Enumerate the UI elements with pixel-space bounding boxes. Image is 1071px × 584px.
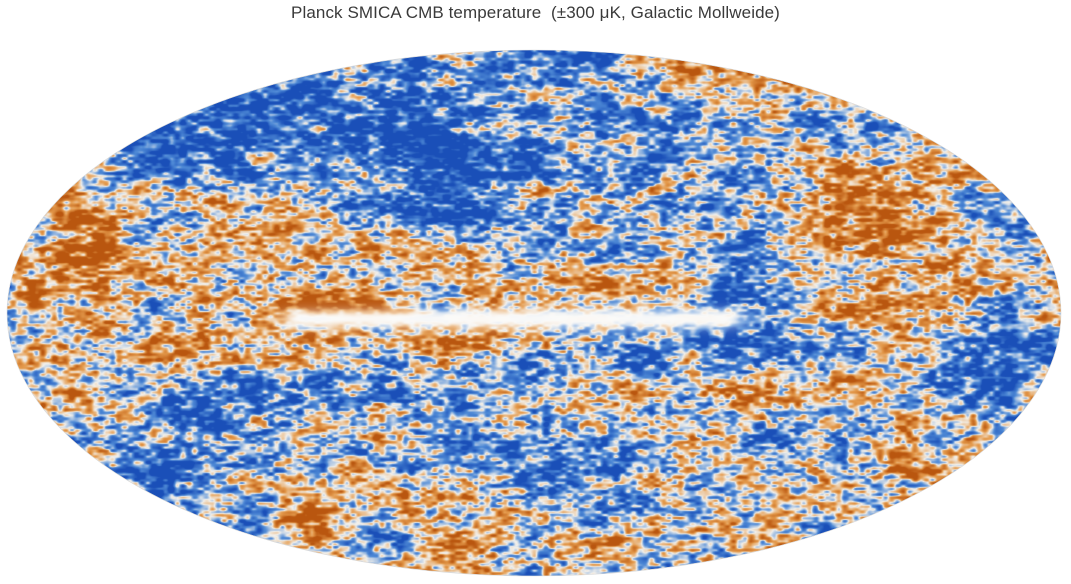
temperature-field bbox=[7, 50, 1061, 576]
map-boundary bbox=[6, 49, 1062, 577]
map-title: Planck SMICA CMB temperature (±300 μK, G… bbox=[291, 3, 780, 22]
temperature-texture bbox=[7, 50, 1061, 576]
